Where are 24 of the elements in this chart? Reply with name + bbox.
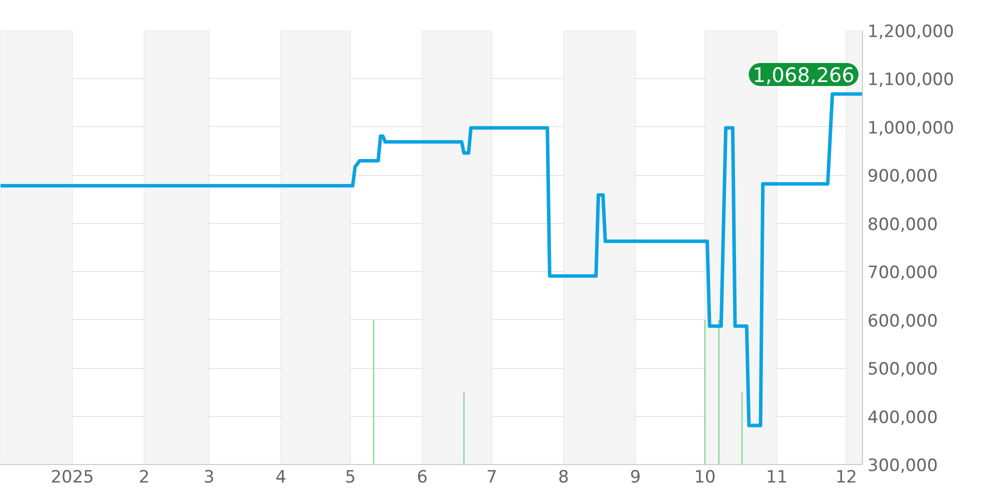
- y-tick-label: 600,000: [868, 311, 938, 332]
- annotation: 1,068,266: [752, 63, 855, 88]
- x-tick-label: 9: [630, 468, 641, 488]
- y-tick-label: 1,100,000: [868, 70, 954, 90]
- x-tick-label: 11: [766, 468, 788, 488]
- x-tick-label: 7: [486, 468, 498, 488]
- x-tick-label: 2025: [50, 468, 94, 488]
- x-tick-label: 12: [835, 468, 858, 488]
- y-tick-label: 800,000: [868, 214, 938, 235]
- line-series: [0, 92, 862, 428]
- x-tick-label: 10: [694, 468, 716, 488]
- y-tick-label: 500,000: [868, 360, 938, 380]
- y-tick-label: 1,000,000: [868, 118, 954, 138]
- x-tick-label: 2: [138, 468, 150, 488]
- x-tick-label: 6: [416, 468, 428, 488]
- y-tick-label: 700,000: [868, 263, 938, 284]
- y-tick-label: 1,200,000: [868, 22, 954, 42]
- x-tick-label: 4: [275, 468, 286, 488]
- y-tick-label: 300,000: [868, 456, 938, 476]
- x-tick-label: 3: [204, 468, 214, 488]
- y-tick-label: 900,000: [868, 166, 938, 187]
- x-tick-label: 5: [344, 468, 356, 488]
- x-tick-label: 8: [558, 468, 569, 488]
- y-tick-label: 400,000: [868, 408, 938, 428]
